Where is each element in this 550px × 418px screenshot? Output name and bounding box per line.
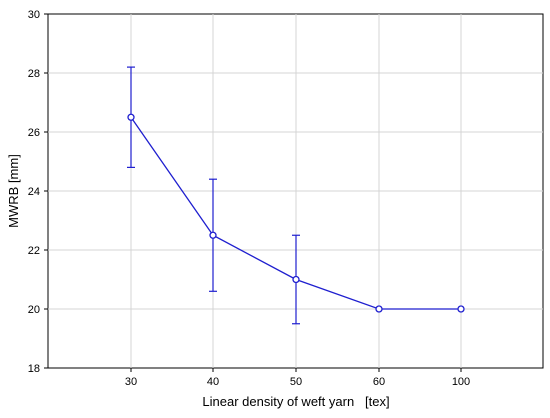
x-ticks: 30 40 50 60 100: [125, 368, 470, 388]
data-point: [292, 275, 300, 284]
data-point: [127, 113, 135, 121]
data-point: [375, 305, 383, 313]
series-layer: [127, 66, 465, 325]
x-axis-label: Linear density of weft yarn [tex]: [202, 394, 389, 409]
x-tick-label: 30: [125, 376, 137, 388]
x-tick-label: 100: [452, 376, 470, 388]
y-tick-label: 30: [28, 9, 40, 21]
data-point: [209, 231, 217, 239]
x-tick-label: 40: [207, 376, 219, 388]
y-tick-label: 18: [28, 363, 40, 375]
x-tick-label: 60: [373, 376, 385, 388]
y-tick-label: 20: [28, 304, 40, 316]
y-tick-label: 22: [28, 245, 40, 257]
y-tick-label: 24: [28, 186, 40, 198]
y-tick-label: 26: [28, 127, 40, 139]
y-axis-label: MWRB [mm]: [6, 154, 21, 228]
data-point: [457, 305, 465, 313]
y-ticks: 18 20 22 24 26 28 30: [28, 9, 48, 375]
y-tick-label: 28: [28, 68, 40, 80]
x-tick-label: 50: [290, 376, 302, 388]
